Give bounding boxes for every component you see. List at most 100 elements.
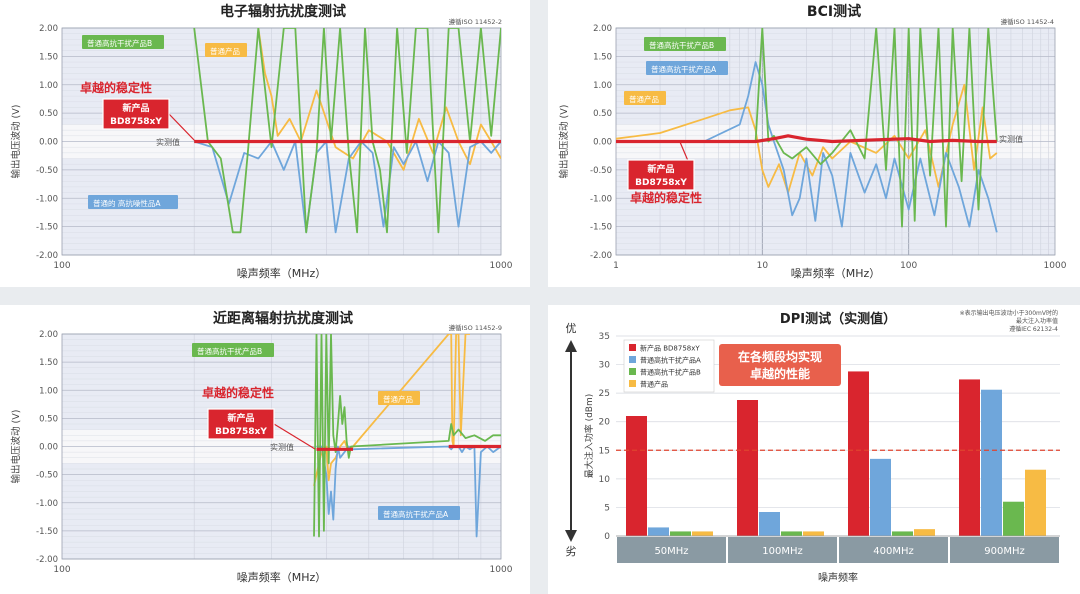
bar-high-b — [1003, 501, 1024, 536]
y-tick-label: -2.00 — [590, 251, 612, 261]
bar-high-a — [759, 512, 780, 536]
x-axis-label: 噪声频率（MHz） — [791, 266, 881, 280]
panel-near-field-immunity: 2.00 1.50 1.00 0.50 0.00 -0.50 -1.00 -1.50 -2.00… — [0, 305, 530, 594]
legend-label: 普通高抗干扰产品A — [640, 356, 701, 365]
arrow-up-icon — [565, 340, 577, 352]
bar-new-product — [626, 416, 647, 536]
y-tick-label: -0.50 — [590, 166, 612, 176]
bar-high-b — [781, 531, 802, 536]
y-tick-label: 1.00 — [39, 386, 58, 396]
series-label-box — [644, 37, 726, 51]
product-callout-model: BD8758xY — [635, 178, 687, 188]
panel-bci: 2.00 1.50 1.00 0.50 0.00 -0.50 -1.00 -1.50 -2.00… — [548, 0, 1080, 287]
y-tick-label: 5 — [604, 503, 610, 513]
product-callout-box — [102, 98, 170, 130]
better-label: 优 — [566, 322, 577, 335]
y-tick-label: 2.00 — [39, 330, 58, 340]
bar-new-product — [848, 371, 869, 536]
y-tick-label: 2.00 — [593, 24, 612, 34]
x-axis-label: 噪声频率 — [818, 571, 858, 584]
performance-callout-line1: 在各频段均实现 — [738, 349, 822, 364]
bar-normal — [1025, 469, 1046, 536]
legend — [623, 339, 715, 393]
worse-label: 劣 — [566, 544, 577, 558]
y-tick-label: 0.50 — [593, 109, 612, 119]
series-label-box — [624, 91, 666, 105]
performance-callout-line2: 卓越的性能 — [750, 366, 810, 381]
series-line-high-b — [313, 334, 501, 538]
y-tick-label: -0.50 — [36, 471, 58, 481]
legend-swatch — [629, 356, 636, 363]
y-tick-label: 0.00 — [593, 138, 612, 148]
series-label: 普通产品 — [629, 94, 659, 104]
x-tick-label: 100 — [53, 565, 70, 575]
product-callout-name: 新产品 — [647, 163, 674, 175]
legend-swatch — [629, 368, 636, 375]
x-tick-label: 1000 — [1044, 261, 1067, 271]
series-line-normal — [616, 83, 998, 194]
y-axis-label: 输出电压波动 (V) — [558, 105, 570, 179]
chart-title: 电子辐射抗扰度测试 — [220, 3, 346, 20]
standard-note: 遵循ISO 11452-9 — [449, 323, 502, 332]
legend-label: 普通高抗干扰产品B — [640, 368, 701, 377]
standard-note: 遵循IEC 62132-4 — [1009, 325, 1058, 333]
category-label: 100MHz — [762, 546, 802, 557]
chart-title: BCI测试 — [807, 3, 861, 20]
bar-new-product — [959, 379, 980, 536]
series-label: 普通高抗干扰产品B — [197, 346, 262, 356]
y-axis-label: 最大注入功率 (dBm) — [583, 394, 595, 479]
y-tick-label: 35 — [599, 332, 610, 342]
bar-high-a — [981, 389, 1002, 536]
product-callout-model: BD8758xY — [110, 117, 162, 127]
y-tick-label: 1.50 — [593, 52, 612, 62]
y-tick-label: 10 — [599, 475, 611, 485]
performance-callout — [719, 344, 841, 386]
chart-title: 近距离辐射抗扰度测试 — [213, 310, 353, 327]
series-label-box — [82, 35, 164, 49]
stability-annotation: 卓越的稳定性 — [80, 80, 152, 95]
product-callout-box — [627, 159, 695, 191]
y-tick-label: -1.50 — [36, 527, 58, 537]
category-label: 400MHz — [873, 546, 913, 557]
callout-leader — [168, 113, 197, 143]
legend-swatch — [629, 380, 636, 387]
stability-annotation: 卓越的稳定性 — [202, 385, 274, 400]
y-tick-label: -1.00 — [36, 194, 58, 204]
product-callout-name: 新产品 — [122, 102, 149, 114]
y-tick-label: -1.00 — [590, 194, 612, 204]
y-tick-label: -2.00 — [36, 555, 58, 565]
y-tick-label: -1.00 — [36, 499, 58, 509]
series-label: 普通高抗干扰产品A — [651, 64, 717, 74]
x-axis-label: 噪声频率（MHz） — [237, 266, 327, 280]
standard-note: 最大注入功率值 — [1016, 317, 1058, 325]
category-band — [839, 537, 948, 563]
legend-label: 普通产品 — [640, 380, 668, 389]
series-label: 普通产品 — [383, 394, 413, 404]
series-label-box — [646, 61, 728, 75]
measured-value-label: 实测值 — [270, 442, 294, 452]
bar-high-a — [870, 458, 891, 536]
y-tick-label: 1.00 — [593, 81, 612, 91]
x-axis-label: 噪声频率（MHz） — [237, 570, 327, 584]
bar-normal — [692, 531, 713, 536]
panel-radiated-immunity: 2.00 1.50 1.00 0.50 0.00 -0.50 -1.00 -1.50 -2.00… — [0, 0, 530, 287]
y-tick-label: 25 — [599, 389, 610, 399]
y-tick-label: 2.00 — [39, 24, 58, 34]
product-callout-box — [207, 408, 275, 440]
y-tick-label: 0.00 — [39, 138, 58, 148]
y-tick-label: 1.00 — [39, 81, 58, 91]
y-axis-label: 输出电压波动 (V) — [10, 105, 22, 179]
product-callout-model: BD8758xY — [215, 427, 267, 437]
x-tick-label: 10 — [757, 261, 769, 271]
bar-normal — [914, 529, 935, 536]
bar-high-b — [892, 531, 913, 536]
series-label-box — [88, 195, 178, 209]
measured-value-label: 实测值 — [999, 134, 1023, 144]
y-tick-label: -1.50 — [590, 223, 612, 233]
x-tick-label: 100 — [53, 261, 70, 271]
series-label: 普通高抗干扰产品B — [649, 40, 714, 50]
y-tick-label: 0.50 — [39, 414, 58, 424]
series-label: 普通高抗干扰产品A — [383, 509, 449, 519]
y-axis-label: 输出电压波动 (V) — [10, 410, 22, 484]
